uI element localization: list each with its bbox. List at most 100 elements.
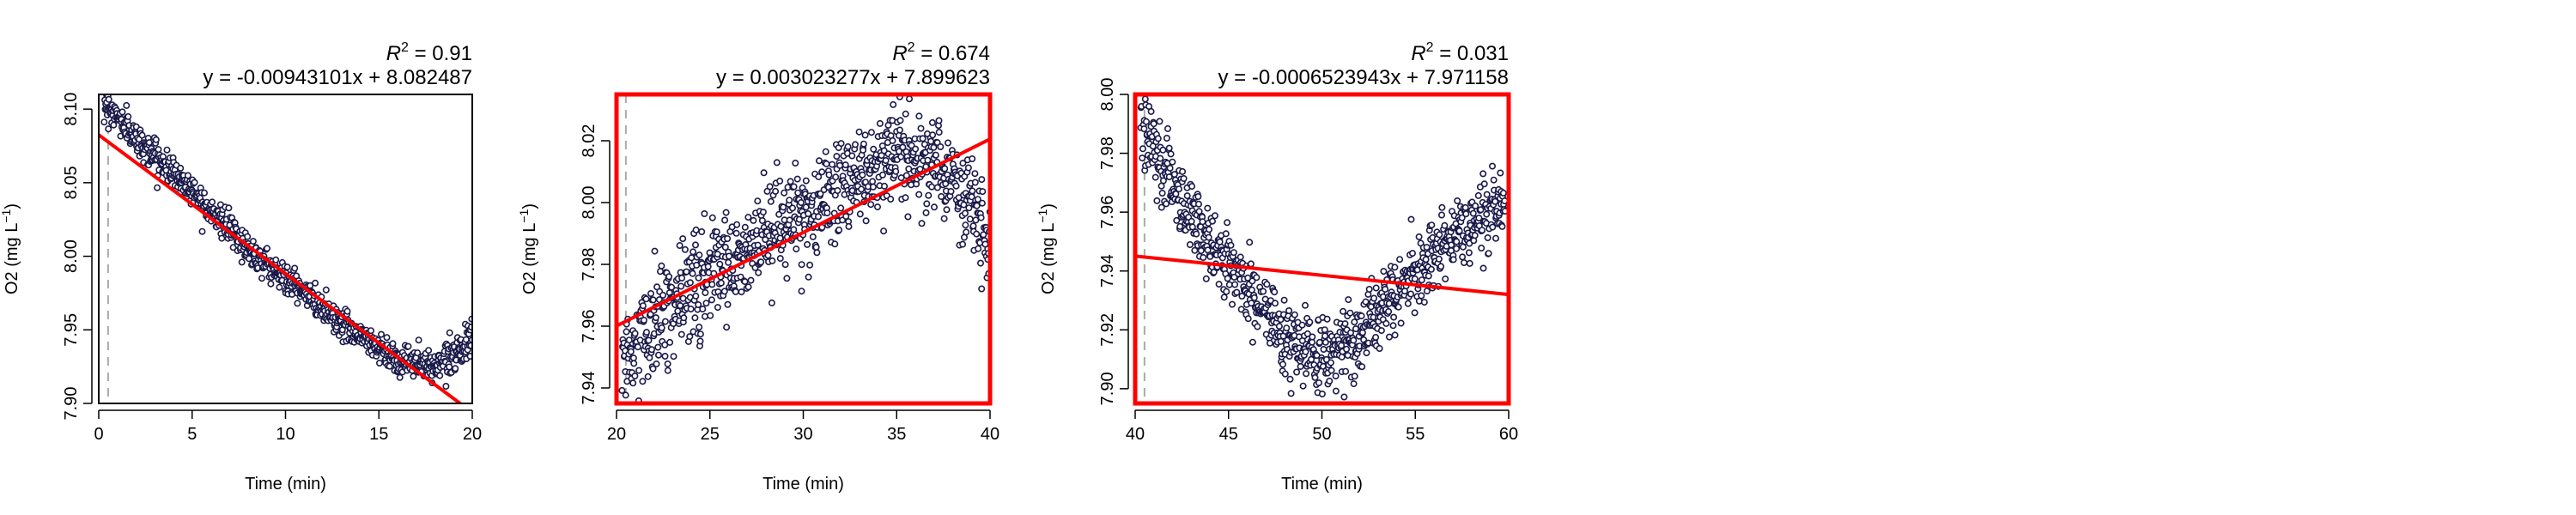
data-point [699, 305, 707, 312]
x-tick-label: 40 [981, 425, 999, 444]
x-tick-label: 60 [1499, 425, 1518, 444]
data-layer [617, 94, 990, 403]
data-point [1286, 375, 1294, 383]
data-point [1455, 227, 1463, 234]
data-point [1279, 360, 1287, 368]
data-point [691, 314, 699, 322]
data-point [1479, 170, 1487, 178]
data-point [1479, 227, 1486, 234]
data-point [1227, 241, 1235, 249]
data-point [767, 197, 775, 205]
data-point [867, 201, 875, 209]
data-point [1231, 281, 1239, 288]
data-point [1246, 239, 1254, 246]
data-point [905, 165, 913, 173]
x-tick-label: 15 [369, 425, 388, 444]
data-point [809, 233, 817, 240]
x-tick-label: 0 [94, 425, 103, 444]
data-point [1382, 319, 1390, 327]
data-point [209, 198, 216, 206]
data-point [1489, 223, 1497, 231]
data-point [772, 187, 780, 195]
data-point [1341, 320, 1349, 328]
data-point [1459, 253, 1467, 261]
data-point [759, 209, 767, 216]
data-point [798, 261, 805, 269]
data-point [902, 110, 909, 118]
data-point [105, 125, 112, 133]
data-point [943, 206, 951, 214]
data-point [263, 245, 270, 252]
data-point [1453, 245, 1461, 252]
y-tick-label: 7.96 [1098, 196, 1117, 229]
data-point [829, 161, 836, 168]
data-point [1485, 250, 1492, 258]
data-point [656, 268, 664, 276]
data-point [1202, 275, 1210, 282]
data-point [766, 183, 774, 191]
data-layer [1135, 94, 1509, 403]
data-point [856, 210, 864, 218]
data-point [1350, 380, 1358, 388]
data-point [781, 261, 789, 269]
data-point [938, 193, 945, 201]
data-point [725, 252, 732, 260]
data-point [928, 183, 936, 191]
data-point [1370, 294, 1378, 302]
data-point [1469, 209, 1477, 217]
data-point [1194, 193, 1202, 201]
data-point [1220, 294, 1228, 301]
y-tick-label: 7.96 [580, 310, 598, 343]
regression-equation: y = -0.00943101x + 8.082487 [203, 66, 472, 89]
data-point [698, 227, 706, 235]
data-point [1309, 333, 1316, 341]
data-point [823, 160, 830, 167]
data-point [972, 216, 980, 224]
data-point [783, 275, 791, 282]
data-point [708, 281, 716, 288]
y-tick-label: 7.94 [1098, 254, 1117, 288]
data-point [1156, 118, 1163, 125]
data-point [1351, 373, 1358, 380]
chart-panel-1: 0 5 10 15 20 7.90 7.95 8.00 8.05 8.10 Time (min) O2… [0, 40, 482, 494]
data-point [1223, 288, 1230, 295]
data-point [258, 275, 265, 282]
data-point [965, 204, 973, 212]
data-point [110, 121, 118, 129]
data-point [1389, 322, 1397, 330]
data-points [618, 94, 990, 403]
data-point [702, 300, 710, 307]
data-point [154, 184, 161, 191]
data-point [1365, 285, 1373, 293]
data-point [834, 187, 841, 195]
data-point [823, 209, 831, 217]
data-point [1229, 300, 1236, 308]
data-point [792, 160, 799, 167]
data-point [841, 161, 849, 169]
data-point [1342, 367, 1350, 375]
data-point [882, 157, 890, 165]
data-point [1475, 215, 1483, 222]
data-point [1332, 387, 1340, 395]
data-point [634, 343, 641, 351]
data-point [1281, 370, 1289, 378]
data-point [879, 171, 887, 179]
data-point [1260, 288, 1267, 295]
data-point [869, 178, 877, 185]
data-point [780, 203, 787, 211]
data-point [1350, 336, 1358, 344]
data-point [425, 347, 433, 354]
data-point [919, 135, 927, 142]
data-point [1394, 303, 1402, 311]
y-tick-label: 7.98 [580, 248, 598, 282]
data-point [322, 286, 330, 294]
data-point [138, 131, 146, 139]
data-point [377, 330, 385, 338]
data-point [1442, 275, 1449, 282]
data-point [1236, 253, 1244, 261]
data-point [781, 189, 788, 197]
data-point [414, 349, 422, 357]
data-point [1154, 135, 1162, 142]
data-point [201, 189, 209, 197]
data-point [806, 261, 814, 269]
